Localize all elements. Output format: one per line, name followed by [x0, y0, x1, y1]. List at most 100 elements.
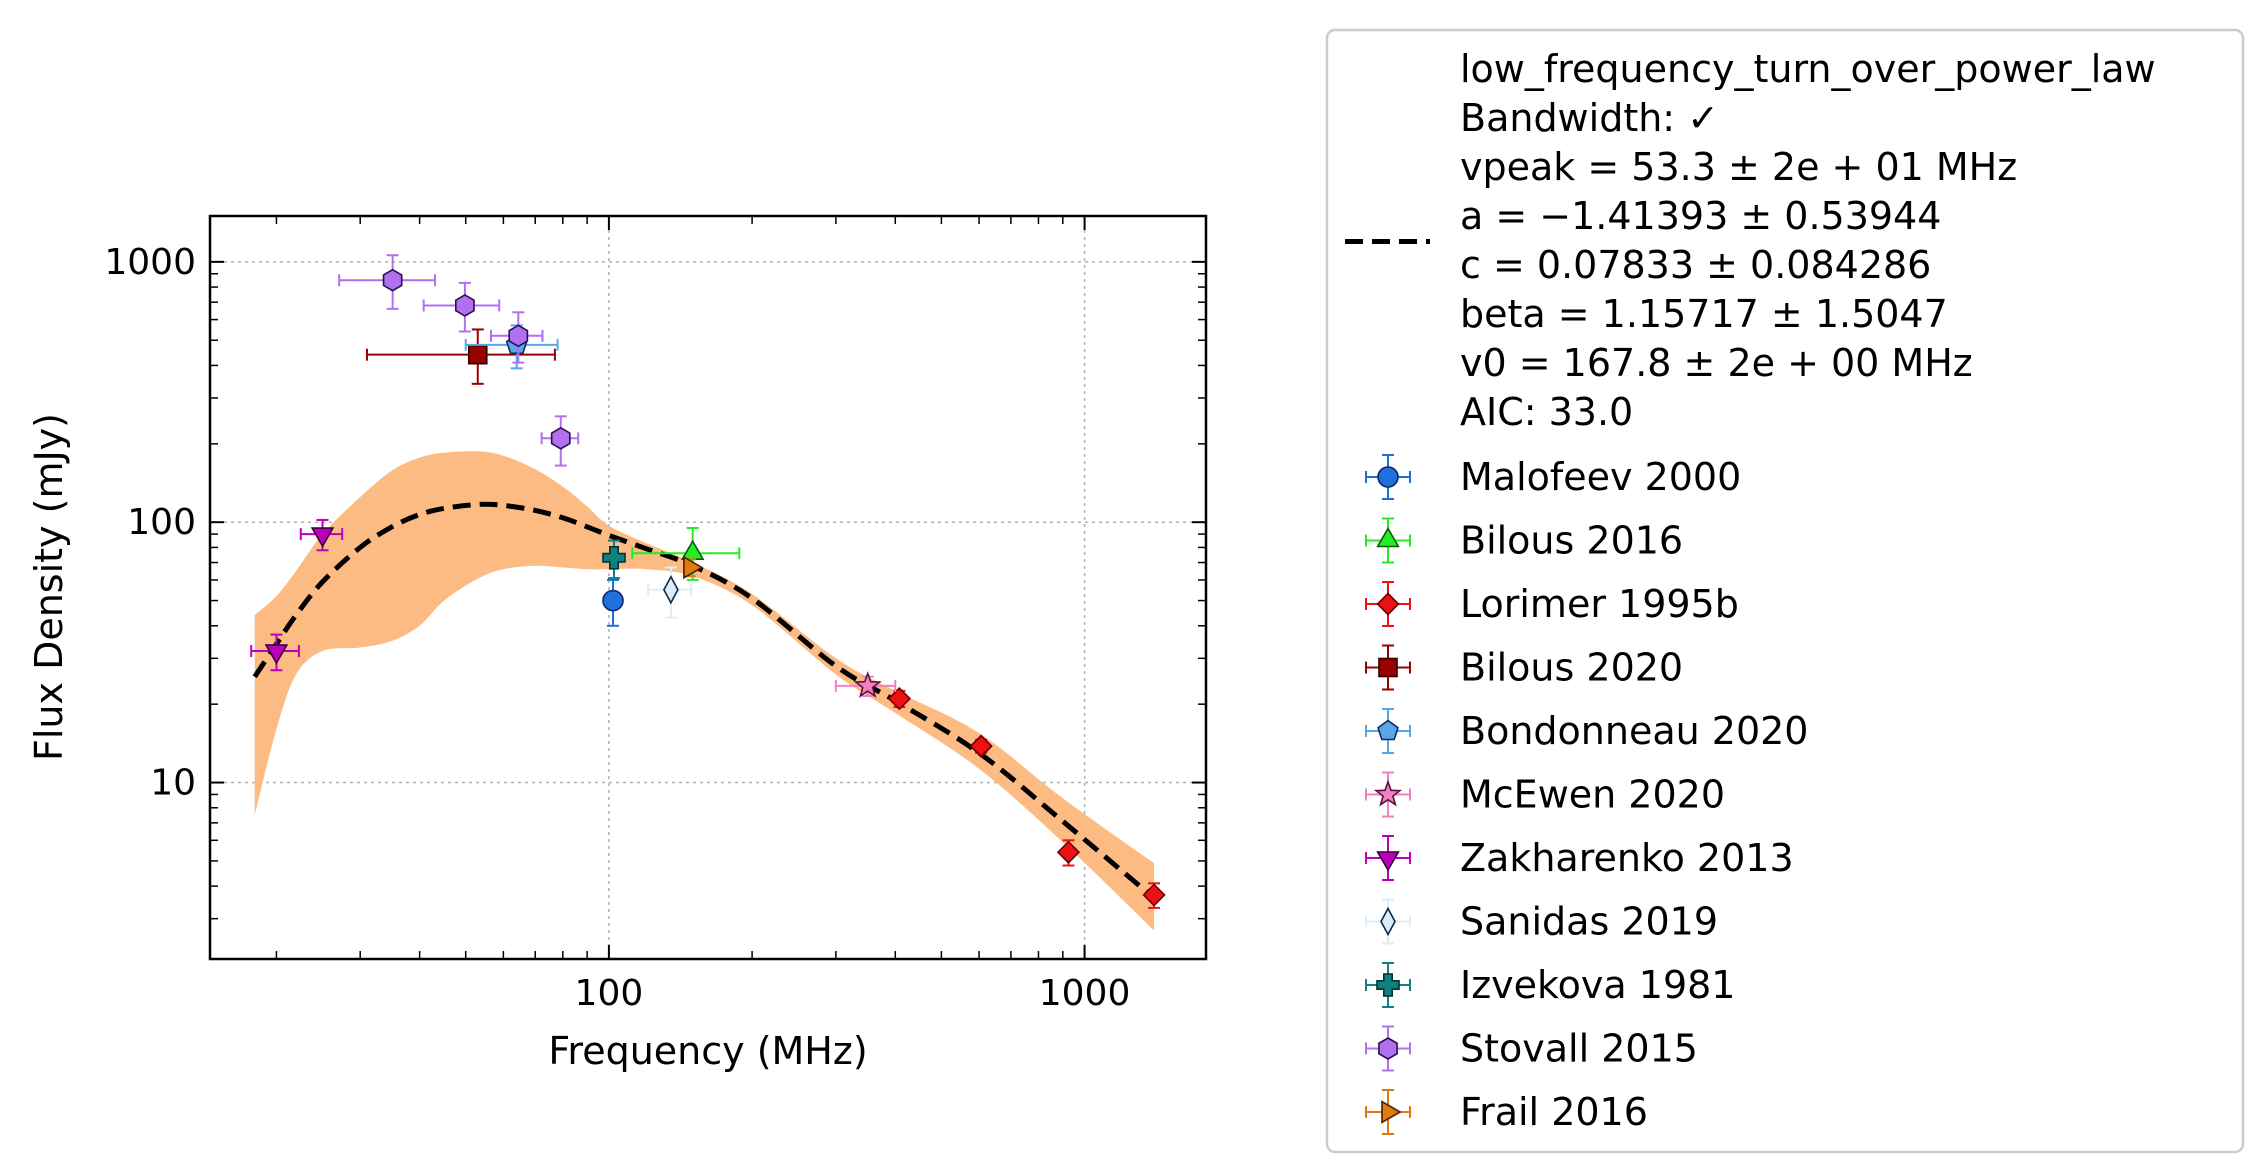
legend-model-line: c = 0.07833 ± 0.084286 — [1460, 243, 1931, 287]
legend-model-line: beta = 1.15717 ± 1.5047 — [1460, 292, 1948, 336]
y-tick-label: 1000 — [104, 242, 196, 283]
legend-marker — [1380, 906, 1396, 937]
legend-model-line: vpeak = 53.3 ± 2e + 01 MHz — [1460, 145, 2017, 189]
legend-entry: Bilous 2020 — [1365, 644, 1683, 691]
legend-label: Bilous 2016 — [1460, 519, 1683, 563]
series-group — [250, 518, 344, 672]
legend-label: Lorimer 1995b — [1460, 582, 1739, 626]
legend-marker — [1377, 719, 1399, 741]
legend-marker — [1378, 657, 1398, 678]
legend-entry: Sanidas 2019 — [1365, 898, 1718, 945]
legend-marker — [1378, 1037, 1398, 1060]
y-tick-label: 10 — [150, 763, 196, 804]
legend-frame — [1325, 28, 2245, 1154]
x-axis-label: Frequency (MHz) — [548, 1029, 867, 1073]
series-group — [887, 687, 1166, 909]
data-point — [250, 633, 300, 672]
series-group — [602, 539, 626, 580]
data-point — [1056, 839, 1081, 867]
data-point — [631, 526, 741, 581]
y-tick-label: 100 — [127, 502, 196, 543]
legend: low_frequency_turn_over_power_law Bandwid… — [1325, 28, 2245, 1154]
series-group — [647, 566, 693, 619]
legend-entry: Malofeev 2000 — [1365, 454, 1741, 500]
legend-model-line: v0 = 167.8 ± 2e + 00 MHz — [1460, 341, 1973, 385]
point-marker — [1142, 883, 1166, 907]
legend-label: Sanidas 2019 — [1460, 900, 1718, 944]
series-group — [683, 555, 704, 580]
point-marker — [550, 426, 571, 450]
point-marker — [508, 324, 529, 348]
legend-model-line: AIC: 33.0 — [1460, 390, 1633, 434]
legend-marker — [1376, 851, 1400, 872]
data-point — [422, 281, 501, 333]
legend-marker — [1376, 526, 1400, 548]
x-tick-label: 1000 — [1039, 973, 1131, 1014]
data-points-group — [250, 254, 1166, 909]
data-point — [299, 518, 344, 552]
point-marker — [455, 294, 475, 317]
point-marker — [969, 734, 993, 758]
legend-entry: Stovall 2015 — [1365, 1025, 1698, 1072]
data-point — [365, 328, 556, 385]
legend-marker — [1376, 973, 1400, 997]
legend-entry: Lorimer 1995b — [1365, 581, 1739, 627]
legend-label: McEwen 2020 — [1460, 773, 1725, 817]
point-marker — [1056, 840, 1081, 864]
data-point — [602, 578, 624, 627]
legend-model-line: low_frequency_turn_over_power_law — [1460, 47, 2156, 91]
point-marker — [264, 644, 289, 665]
plot-area-frame — [208, 214, 1208, 961]
y-axis-label: Flux Density (mJy) — [27, 413, 71, 761]
legend-marker — [1376, 592, 1400, 616]
grid-lines — [210, 216, 1206, 959]
data-point — [1142, 882, 1166, 909]
legend-entry: McEwen 2020 — [1365, 771, 1725, 818]
data-point — [969, 734, 993, 758]
series-group — [338, 254, 580, 467]
legend-marker — [1381, 1100, 1402, 1124]
x-tick-label: 100 — [575, 973, 644, 1014]
point-marker — [887, 687, 912, 711]
series-group — [834, 671, 897, 698]
legend-entry: Bondonneau 2020 — [1365, 708, 1808, 754]
point-marker — [602, 589, 624, 612]
axis-ticks: 100 1000 10 100 1000 — [104, 216, 1206, 1014]
legend-model-line: a = −1.41393 ± 0.53944 — [1460, 194, 1941, 238]
confidence-band — [254, 451, 1155, 931]
data-point — [683, 555, 704, 580]
legend-entry: Zakharenko 2013 — [1365, 835, 1794, 881]
point-marker — [602, 545, 626, 570]
data-point — [540, 415, 580, 467]
legend-marker — [1377, 466, 1399, 488]
legend-model-line: Bandwidth: ✓ — [1460, 96, 1719, 140]
series-group — [631, 526, 741, 581]
data-point — [602, 539, 626, 580]
point-marker — [853, 671, 882, 698]
data-point — [489, 311, 544, 364]
legend-entry: Bilous 2016 — [1365, 517, 1683, 564]
legend-label: Zakharenko 2013 — [1460, 836, 1794, 880]
data-point — [647, 566, 693, 619]
series-group — [365, 328, 556, 385]
legend-label: Bilous 2020 — [1460, 646, 1683, 690]
legend-entry: Frail 2016 — [1365, 1089, 1648, 1135]
legend-label: Frail 2016 — [1460, 1090, 1648, 1134]
legend-label: Malofeev 2000 — [1460, 455, 1741, 499]
point-marker — [382, 268, 403, 292]
confidence-band-group — [254, 451, 1155, 931]
legend-label: Stovall 2015 — [1460, 1027, 1698, 1071]
data-point — [834, 671, 897, 698]
data-point — [887, 687, 912, 711]
legend-label: Bondonneau 2020 — [1460, 709, 1808, 753]
point-marker — [662, 575, 679, 605]
legend-entry: Izvekova 1981 — [1365, 962, 1735, 1008]
series-group — [602, 578, 624, 627]
point-marker — [683, 555, 704, 580]
point-marker — [467, 344, 488, 365]
legend-marker — [1373, 779, 1403, 807]
data-point — [338, 254, 437, 310]
legend-label: Izvekova 1981 — [1460, 963, 1735, 1007]
point-marker — [310, 527, 335, 548]
